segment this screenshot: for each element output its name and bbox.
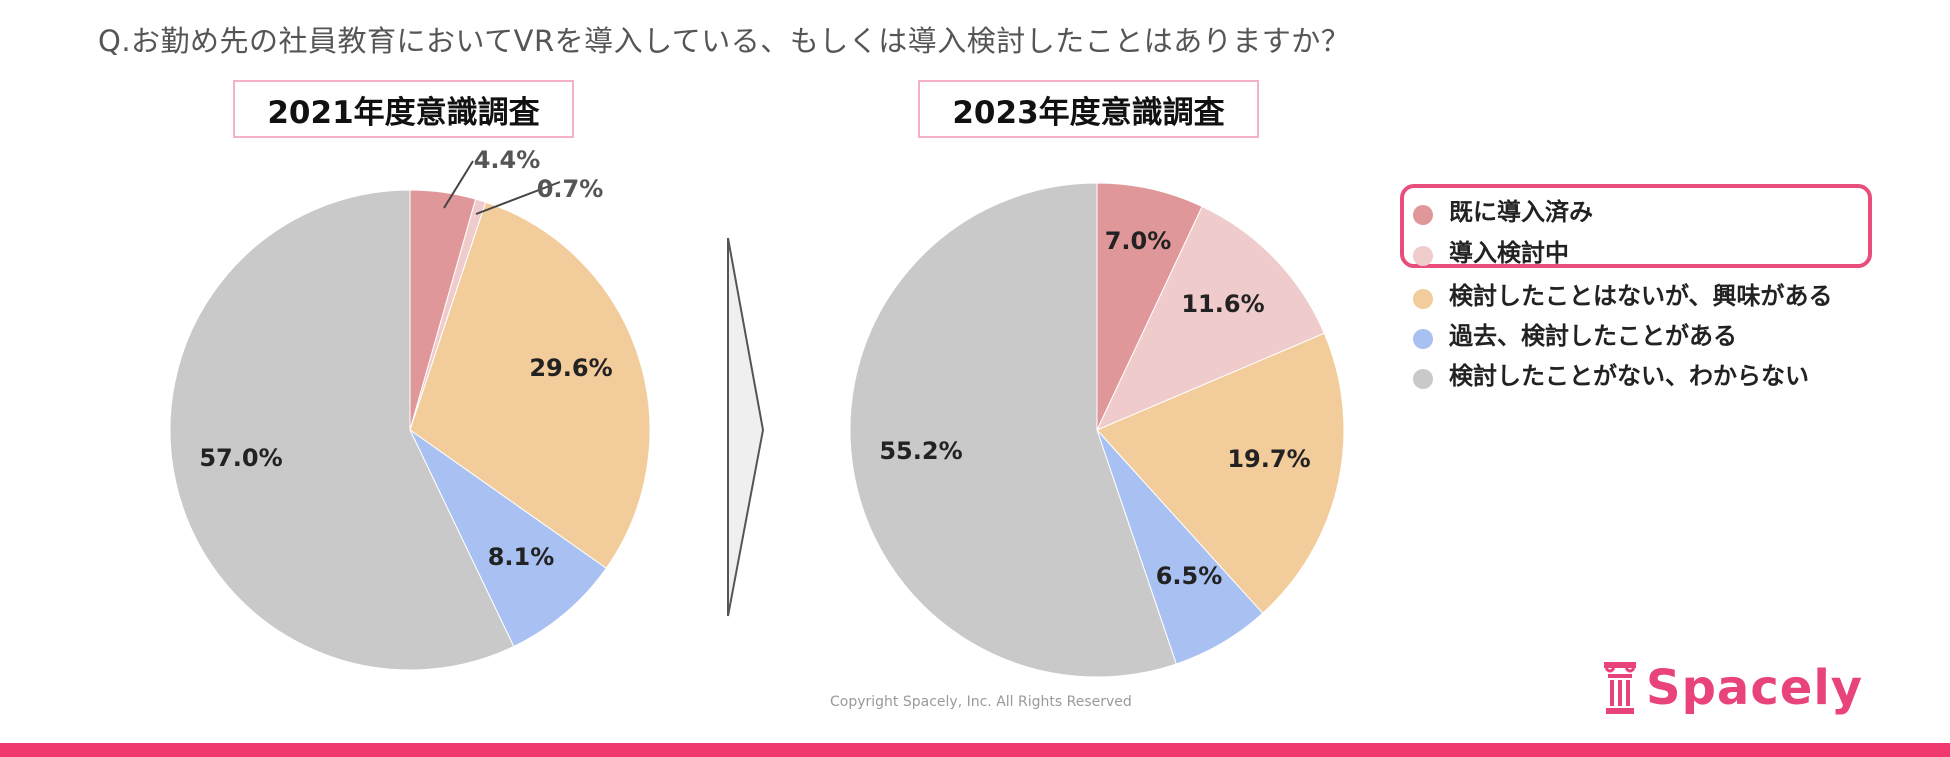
data-label: 55.2% bbox=[879, 437, 962, 465]
data-label: 4.4% bbox=[474, 146, 541, 174]
legend-label: 検討したことはないが、興味がある bbox=[1449, 282, 1833, 310]
pie-chart-2021: 4.4%0.7% 29.6% 8.1% 57.0% bbox=[169, 146, 651, 671]
legend-label: 既に導入済み bbox=[1449, 198, 1593, 226]
copyright-text: Copyright Spacely, Inc. All Rights Reser… bbox=[830, 694, 1132, 710]
pillar-icon bbox=[1604, 662, 1636, 714]
legend-dot-icon bbox=[1413, 368, 1433, 389]
data-label: 57.0% bbox=[199, 444, 282, 472]
leader-line bbox=[475, 181, 561, 215]
legend-item: 過去、検討したことがある bbox=[1413, 316, 1737, 351]
chart-title-2021: 2021年度意識調査 bbox=[233, 80, 574, 138]
pie-slice bbox=[169, 189, 515, 671]
legend-dot-icon bbox=[1413, 288, 1433, 309]
data-label: 29.6% bbox=[529, 354, 612, 382]
pie-chart-2023: 7.0% 11.6% 19.7% 6.5% 55.2% bbox=[849, 182, 1345, 678]
chart-title-2023: 2023年度意識調査 bbox=[918, 80, 1259, 138]
data-label: 8.1% bbox=[488, 543, 555, 571]
pie-slice bbox=[409, 201, 651, 569]
pie-slice bbox=[1095, 205, 1325, 431]
pie-slice bbox=[408, 428, 607, 648]
legend-label: 検討したことがない、わからない bbox=[1449, 362, 1809, 390]
legend-dot-icon bbox=[1413, 328, 1433, 349]
pie-slice bbox=[1096, 332, 1345, 614]
data-label: 6.5% bbox=[1156, 562, 1223, 590]
leader-line bbox=[443, 160, 474, 209]
legend-item: 検討したことがない、わからない bbox=[1413, 356, 1809, 391]
legend-label: 過去、検討したことがある bbox=[1449, 322, 1737, 350]
legend-dot-icon bbox=[1413, 204, 1433, 225]
logo-text: Spacely bbox=[1646, 660, 1864, 716]
bottom-bar bbox=[0, 743, 1950, 757]
data-label: 7.0% bbox=[1105, 227, 1172, 255]
question-text: Q.お勤め先の社員教育においてVRを導入している、もしくは導入検討したことはあり… bbox=[98, 24, 1351, 58]
pie-slice bbox=[1096, 182, 1203, 431]
legend-item: 既に導入済み bbox=[1413, 192, 1593, 227]
legend-item: 検討したことはないが、興味がある bbox=[1413, 276, 1833, 311]
pie-slice bbox=[849, 182, 1177, 678]
legend-highlight-box bbox=[1400, 184, 1872, 268]
data-label: 11.6% bbox=[1181, 290, 1264, 318]
spacely-logo: Spacely bbox=[1602, 660, 1863, 716]
legend-dot-icon bbox=[1413, 245, 1433, 266]
legend-label: 導入検討中 bbox=[1449, 239, 1569, 267]
data-label: 0.7% bbox=[537, 175, 604, 203]
transition-arrow bbox=[727, 237, 765, 617]
legend-item: 導入検討中 bbox=[1413, 233, 1569, 268]
data-label: 19.7% bbox=[1227, 445, 1310, 473]
